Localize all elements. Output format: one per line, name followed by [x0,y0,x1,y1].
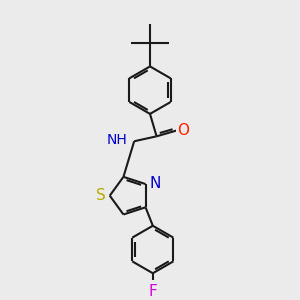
Text: S: S [96,188,106,203]
Text: N: N [149,176,161,191]
Text: F: F [148,284,157,299]
Text: O: O [177,123,189,138]
Text: NH: NH [106,133,127,147]
